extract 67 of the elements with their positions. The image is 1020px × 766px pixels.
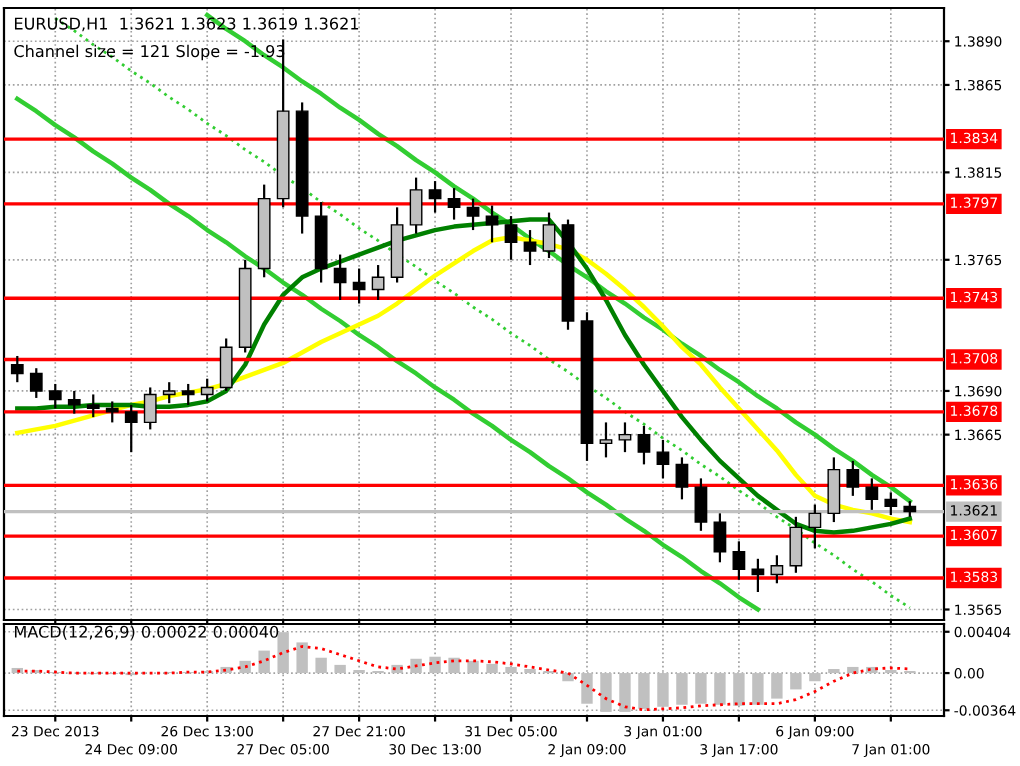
bar <box>733 673 745 706</box>
candlestick <box>219 337 233 393</box>
candlestick <box>428 180 442 214</box>
candlestick <box>124 403 138 454</box>
bar <box>410 658 422 674</box>
bar <box>638 673 650 709</box>
bar <box>315 657 327 674</box>
candlestick <box>143 386 157 431</box>
bar <box>752 673 764 705</box>
candlestick <box>599 421 613 459</box>
candlestick <box>200 377 214 403</box>
bar <box>467 660 479 674</box>
candlestick <box>618 421 632 454</box>
bar <box>619 673 631 712</box>
bar <box>277 632 289 674</box>
candlestick <box>162 381 176 405</box>
candlestick <box>523 228 537 267</box>
candlestick <box>656 438 670 480</box>
bar <box>581 673 593 704</box>
candlestick <box>865 477 879 511</box>
candlestick <box>637 424 651 466</box>
line-series <box>15 645 912 712</box>
candlestick <box>485 204 499 244</box>
bar <box>676 673 688 705</box>
candlestick <box>713 512 727 564</box>
bar <box>809 673 821 682</box>
bar <box>448 657 460 674</box>
bar <box>657 673 669 707</box>
bar <box>258 650 270 674</box>
candlestick <box>770 554 784 585</box>
bar <box>714 673 726 705</box>
candlestick <box>884 491 898 517</box>
bar <box>695 673 707 704</box>
bar <box>334 664 346 674</box>
candlestick <box>181 382 195 407</box>
bar <box>828 668 840 674</box>
candlestick <box>732 540 746 581</box>
candlestick <box>371 263 385 302</box>
candlestick <box>846 459 860 497</box>
bar <box>790 673 802 690</box>
bar <box>771 673 783 699</box>
candlestick <box>48 382 62 410</box>
bar <box>600 673 612 712</box>
candlestick <box>542 211 556 260</box>
bar <box>524 668 536 674</box>
candlestick <box>352 267 366 305</box>
bar <box>296 642 308 674</box>
candlestick <box>105 400 119 424</box>
candlestick <box>789 515 803 574</box>
candlestick <box>333 253 347 302</box>
chart-title: MACD(12,26,9) 0.00022 0.00040 <box>14 625 279 640</box>
candlestick <box>466 197 480 232</box>
candlestick <box>504 214 518 261</box>
bar <box>562 673 574 682</box>
candlestick <box>10 354 24 384</box>
candlestick <box>694 477 708 532</box>
bar <box>486 663 498 674</box>
bar <box>847 666 859 674</box>
candlestick <box>675 456 689 501</box>
candlestick <box>29 367 43 400</box>
candlestick <box>86 393 100 419</box>
line-series <box>15 96 761 612</box>
candlestick <box>67 389 81 415</box>
bar <box>239 660 251 674</box>
candlestick <box>447 186 461 221</box>
candlestick <box>409 176 423 235</box>
bar <box>505 666 517 674</box>
